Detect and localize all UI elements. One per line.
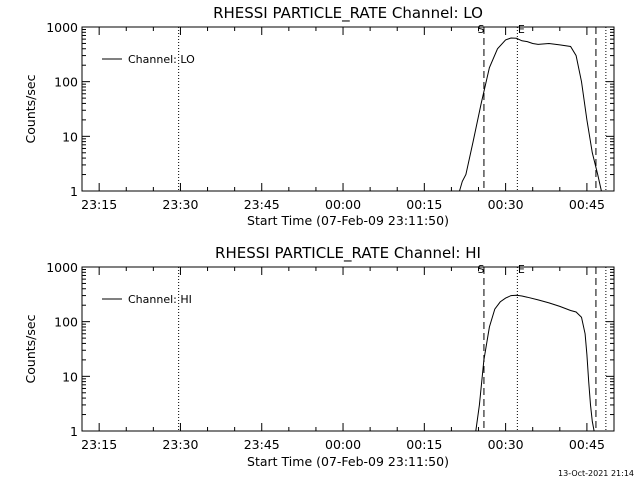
x-tick-label: 23:45 — [244, 197, 280, 212]
event-marker-label: S — [477, 263, 484, 276]
x-tick-label: 23:30 — [162, 437, 198, 452]
x-tick-label: 00:00 — [325, 197, 361, 212]
x-axis: 23:15 23:30 23:45 00:00 00:15 00:30 00:45 — [81, 27, 615, 212]
y-axis: 1 10 100 1000 — [46, 20, 614, 199]
event-marker-label: S — [477, 23, 484, 36]
y-tick-label: 10 — [62, 369, 78, 384]
y-tick-label: 10 — [62, 129, 78, 144]
x-axis: 23:15 23:30 23:45 00:00 00:15 00:30 00:45 — [81, 267, 615, 452]
chart-title: RHESSI PARTICLE_RATE Channel: HI — [215, 244, 481, 263]
series-line — [475, 294, 595, 432]
y-tick-label: 100 — [54, 75, 78, 90]
x-tick-label: 23:30 — [162, 197, 198, 212]
plot-frame — [81, 266, 615, 432]
y-axis-label: Counts/sec — [23, 314, 38, 383]
chart-panel-2: RHESSI PARTICLE_RATE Channel: HI 1 10 100 10… — [23, 244, 615, 469]
legend-label: Channel: LO — [128, 53, 195, 66]
y-axis-label: Counts/sec — [23, 74, 38, 143]
y-tick-label: 1000 — [46, 20, 78, 35]
x-tick-label: 00:30 — [488, 197, 524, 212]
x-tick-label: 00:45 — [569, 197, 605, 212]
x-tick-label: 23:45 — [244, 437, 280, 452]
x-tick-label: 23:15 — [81, 437, 117, 452]
series-line — [459, 37, 602, 192]
legend: Channel: HI — [102, 293, 192, 306]
x-tick-label: 00:15 — [406, 197, 442, 212]
plot-frame — [81, 26, 615, 192]
chart-panel-1: RHESSI PARTICLE_RATE Channel: LO 1 10 100 10… — [23, 4, 615, 228]
x-tick-label: 00:45 — [569, 437, 605, 452]
y-axis: 1 10 100 1000 — [46, 260, 614, 439]
x-axis-label: Start Time (07-Feb-09 23:11:50) — [247, 454, 449, 469]
generated-timestamp: 13-Oct-2021 21:14 — [558, 469, 634, 478]
y-tick-label: 1 — [70, 424, 78, 439]
chart-title: RHESSI PARTICLE_RATE Channel: LO — [213, 4, 483, 23]
x-tick-label: 00:30 — [488, 437, 524, 452]
legend-label: Channel: HI — [128, 293, 192, 306]
legend: Channel: LO — [102, 53, 195, 66]
y-tick-label: 100 — [54, 315, 78, 330]
y-tick-label: 1 — [70, 184, 78, 199]
event-marker-label: E — [518, 23, 525, 36]
event-marker-label: E — [518, 263, 525, 276]
x-tick-label: 23:15 — [81, 197, 117, 212]
x-tick-label: 00:15 — [406, 437, 442, 452]
x-tick-label: 00:00 — [325, 437, 361, 452]
x-axis-label: Start Time (07-Feb-09 23:11:50) — [247, 213, 449, 228]
y-tick-label: 1000 — [46, 260, 78, 275]
